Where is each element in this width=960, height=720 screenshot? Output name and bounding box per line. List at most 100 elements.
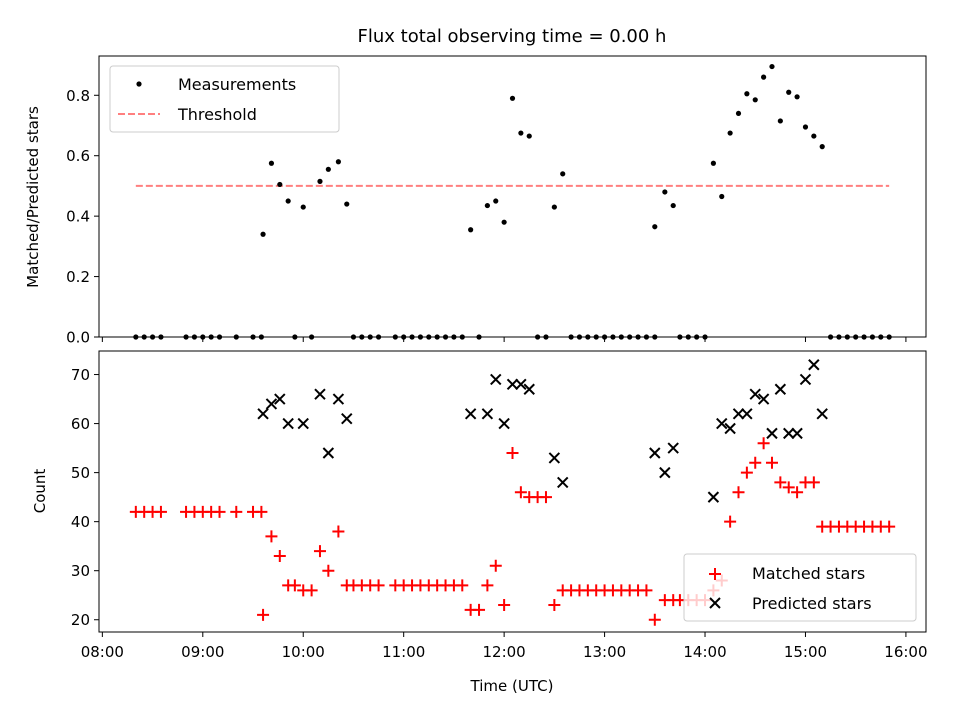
top-y-axis-ticks: 0.0 0.2 0.4 0.6 0.8 (66, 87, 99, 347)
legend-measurements-marker (136, 81, 142, 87)
measurement-point (710, 160, 716, 166)
x-tick-label: 13:00 (583, 643, 626, 661)
bottom-panel: 20 30 40 50 60 70 08:00 09:00 10:00 11:00 12:00 13… (31, 350, 928, 695)
predicted-stars-point (707, 491, 720, 503)
measurement-point (526, 133, 532, 139)
measurement-point (277, 181, 283, 188)
matched-stars-point (757, 437, 770, 450)
matched-stars-point (791, 486, 804, 499)
matched-stars-point (273, 549, 286, 562)
matched-stars-point (506, 447, 519, 460)
predicted-stars-point (523, 383, 535, 395)
legend-predicted-marker (709, 597, 721, 609)
y-tick-label: 0.0 (66, 329, 90, 347)
y-tick-label: 0.4 (66, 208, 90, 226)
legend-matched-label: Matched stars (752, 564, 865, 583)
matched-stars-point (648, 613, 661, 626)
matched-stars-point (255, 505, 268, 518)
matched-stars-point (257, 608, 270, 621)
measurement-point (518, 130, 524, 136)
measurement-point (551, 204, 557, 210)
legend-matched-marker (709, 568, 721, 580)
measurement-point (468, 227, 474, 233)
measurement-point (325, 166, 331, 172)
matched-stars-point (732, 486, 745, 499)
x-tick-label: 12:00 (483, 643, 526, 661)
predicted-stars-point (774, 383, 787, 395)
predicted-stars-point (341, 412, 353, 425)
predicted-stars-point (791, 427, 803, 440)
top-legend: Measurements Threshold (109, 65, 340, 133)
top-y-axis-label: Matched/Predicted stars (24, 106, 42, 288)
matched-stars-point (548, 599, 561, 612)
matched-stars-point (305, 584, 318, 597)
chart-title: Flux total observing time = 0.00 h (358, 26, 667, 47)
legend-predicted-label: Predicted stars (752, 594, 872, 613)
measurement-point (560, 171, 566, 177)
bottom-y-axis-ticks: 20 30 40 50 60 70 (71, 366, 99, 629)
measurement-point (300, 204, 306, 210)
y-tick-label: 70 (71, 366, 90, 384)
predicted-stars-point (297, 417, 309, 430)
legend-measurements-label: Measurements (178, 75, 296, 94)
measurement-point (493, 198, 499, 204)
bottom-y-axis-label: Count (31, 469, 49, 514)
y-tick-label: 0.6 (66, 147, 90, 165)
predicted-stars-point (741, 408, 753, 420)
matched-stars-point (514, 486, 527, 499)
y-tick-label: 20 (71, 611, 90, 629)
measurement-point (285, 198, 291, 204)
matched-stars-point (782, 481, 795, 494)
predicted-stars-point (799, 373, 812, 386)
predicted-stars-point (332, 393, 345, 405)
predicted-stars-point (816, 408, 828, 420)
matched-stars-point (322, 564, 335, 577)
measurement-point (344, 201, 350, 207)
predicted-stars-point (766, 427, 778, 440)
top-panel: 0.00.20.40.60.8 Matched/Predicted stars … (24, 55, 927, 347)
x-tick-label: 11:00 (382, 643, 425, 661)
matched-stars-point (481, 579, 494, 592)
y-tick-label: 50 (71, 464, 90, 482)
top-legend-box (109, 65, 340, 133)
x-tick-label: 10:00 (282, 643, 325, 661)
predicted-stars-point (724, 422, 736, 435)
x-axis-label: Time (UTC) (470, 677, 554, 695)
top-x-axis-ticks (101, 337, 907, 342)
measurement-point (744, 91, 750, 97)
predicted-stars-point (314, 388, 326, 400)
top-axes-frame (98, 55, 927, 338)
matched-stars-point (313, 545, 326, 558)
predicted-stars-point (783, 427, 795, 440)
measurement-point (484, 202, 490, 209)
measurement-point (670, 202, 676, 209)
matched-stars-point (807, 476, 820, 489)
matched-stars-point (213, 505, 226, 518)
measurement-point (761, 74, 767, 80)
measurement-point (735, 110, 742, 117)
predicted-stars-point (649, 447, 661, 459)
matched-stars-point (765, 456, 778, 469)
y-tick-label: 0.2 (66, 268, 90, 286)
predicted-stars-point (548, 452, 561, 464)
measurement-point (662, 189, 668, 195)
predicted-stars-point (808, 359, 820, 371)
y-tick-label: 40 (71, 513, 90, 531)
matched-stars-point (154, 505, 167, 518)
matched-stars-point (724, 515, 737, 528)
predicted-stars-point (659, 466, 671, 479)
x-tick-label: 14:00 (683, 643, 726, 661)
matched-stars-point (288, 579, 301, 592)
predicted-stars-point (557, 476, 569, 489)
measurement-point (786, 89, 792, 95)
matched-stars-point (498, 599, 511, 612)
y-tick-label: 60 (71, 415, 90, 433)
matched-stars-point (473, 603, 486, 616)
measurement-point (260, 231, 266, 237)
bottom-legend: Matched stars Predicted stars (683, 553, 917, 622)
x-tick-label: 09:00 (181, 643, 224, 661)
x-tick-label: 08:00 (81, 643, 124, 661)
measurement-point (819, 144, 825, 150)
predicted-stars-point (498, 417, 510, 430)
